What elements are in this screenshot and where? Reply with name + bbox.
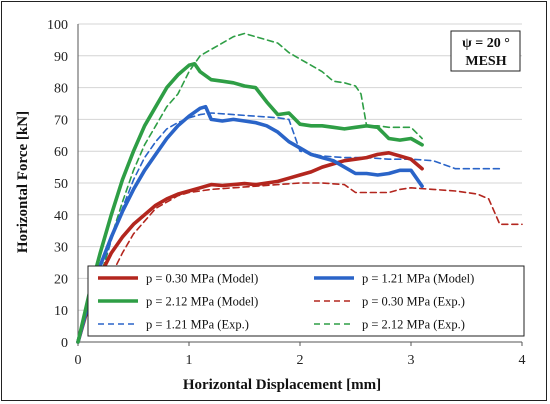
legend-label: p = 0.30 MPa (Model) <box>146 272 258 286</box>
legend-label: p = 2.12 MPa (Exp.) <box>362 318 465 332</box>
y-tick-label: 0 <box>61 336 68 351</box>
y-tick-label: 10 <box>54 304 68 319</box>
x-tick-label: 0 <box>75 353 82 368</box>
y-tick-label: 50 <box>54 177 68 192</box>
x-tick-labels: 0 1 2 3 4 <box>75 342 526 368</box>
annotation-box: ψ = 20 ° MESH <box>450 30 521 72</box>
y-axis-label: Horizontal Force [kN] <box>15 111 31 253</box>
legend-label: p = 1.21 MPa (Model) <box>362 272 474 286</box>
y-tick-label: 60 <box>54 145 68 160</box>
y-tick-label: 80 <box>54 82 68 97</box>
legend-border <box>87 265 525 337</box>
annotation-psi: ψ = 20 ° <box>462 36 510 51</box>
y-tick-label: 30 <box>54 241 68 256</box>
x-tick-label: 4 <box>519 353 526 368</box>
y-tick-label: 40 <box>54 209 68 224</box>
y-tick-label: 70 <box>54 113 68 128</box>
y-tick-labels: 0 10 20 30 40 50 60 70 80 90 100 <box>47 18 68 351</box>
legend-label: p = 1.21 MPa (Exp.) <box>146 318 249 332</box>
y-tick-label: 100 <box>47 18 68 33</box>
legend-label: p = 0.30 MPa (Exp.) <box>362 295 465 309</box>
annotation-mesh: MESH <box>465 54 506 69</box>
x-tick-label: 3 <box>408 353 415 368</box>
series-line-1 <box>76 151 424 344</box>
legend: p = 0.30 MPa (Model) p = 1.21 MPa (Model)… <box>87 265 525 337</box>
series-lines <box>76 32 523 344</box>
x-tick-label: 1 <box>186 353 193 368</box>
series-line-5 <box>99 112 501 280</box>
annotation-border <box>450 30 521 72</box>
series-line-3 <box>76 61 424 344</box>
y-tick-label: 20 <box>54 272 68 287</box>
x-tick-label: 2 <box>297 353 304 368</box>
y-tick-label: 90 <box>54 50 68 65</box>
series-line-2 <box>76 104 424 344</box>
legend-label: p = 2.12 MPa (Model) <box>146 295 258 309</box>
series-line-6 <box>93 32 423 299</box>
x-axis-label: Horizontal Displacement [mm] <box>183 377 381 393</box>
